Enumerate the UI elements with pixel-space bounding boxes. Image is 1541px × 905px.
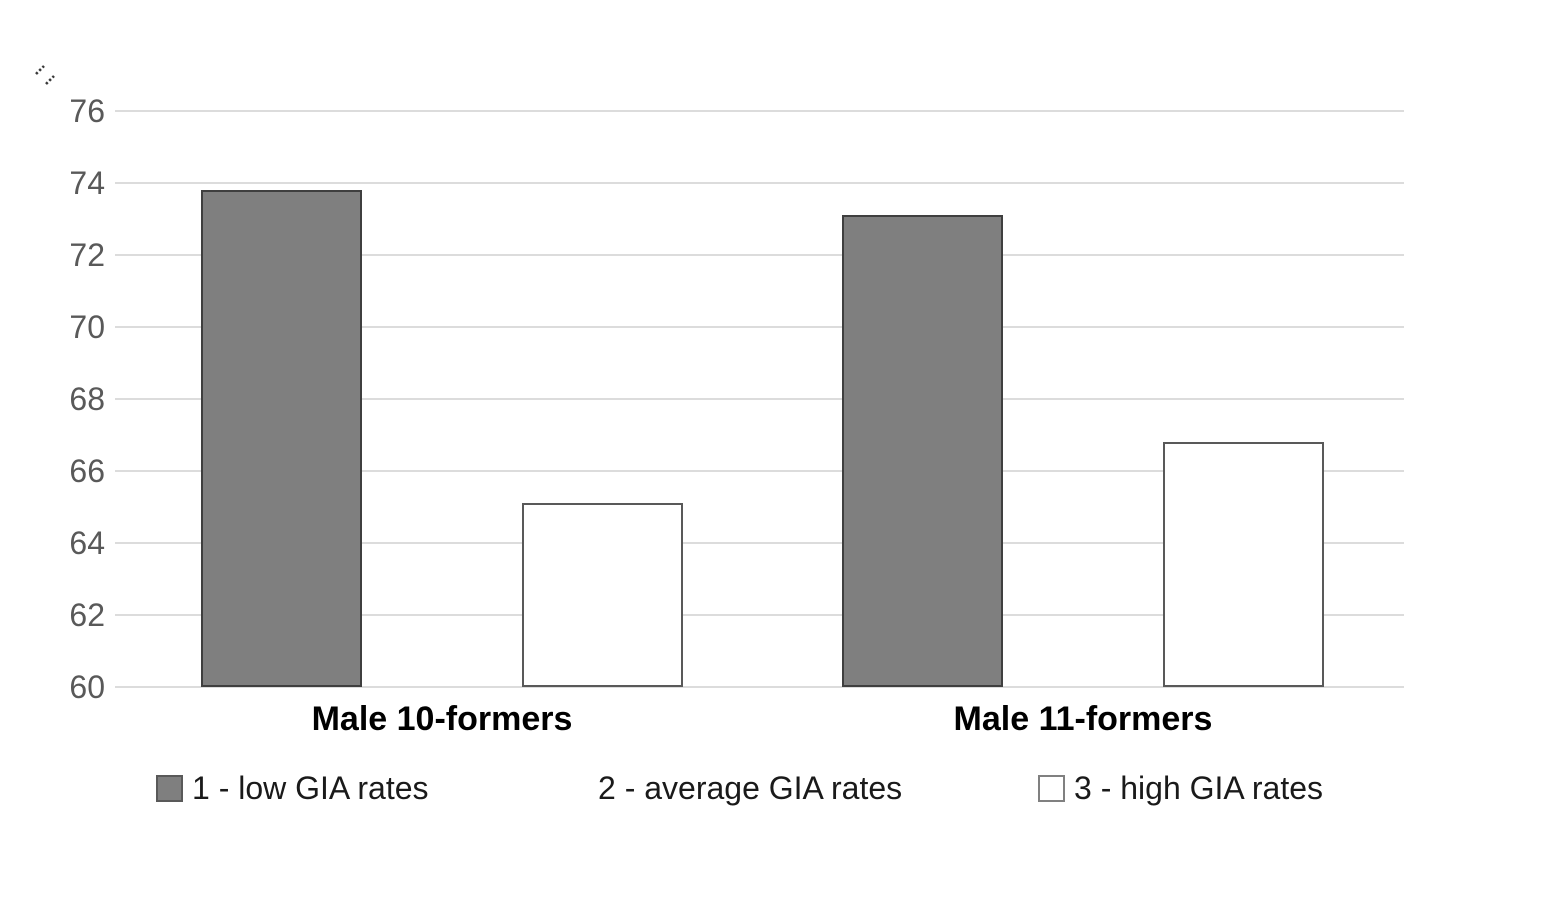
- gridline-70: [115, 326, 1404, 328]
- legend: 1 - low GIA rates 2 - average GIA rates …: [0, 764, 1541, 812]
- y-tick-label-72: 72: [69, 237, 105, 273]
- category-label-male-11-formers: Male 11-formers: [953, 700, 1213, 738]
- legend-swatch-low-gia-icon: [156, 774, 183, 802]
- legend-label-average-gia: 2 - average GIA rates: [598, 769, 903, 806]
- legend-label-low-gia: 1 - low GIA rates: [192, 769, 429, 806]
- y-tick-label-64: 64: [69, 525, 105, 561]
- y-tick-label-76: 76: [69, 93, 105, 129]
- gridline-68: [115, 398, 1404, 400]
- artifact-mark: [35, 65, 55, 85]
- bar-3-high-gia-rates-group2: [1163, 442, 1324, 687]
- gridline-74: [115, 182, 1404, 184]
- legend-item-low-gia: 1 - low GIA rates: [156, 764, 429, 812]
- legend-item-high-gia: 3 - high GIA rates: [1038, 764, 1323, 812]
- category-label-male-10-formers: Male 10-formers: [311, 700, 573, 738]
- bar-1-low-gia-rates-group2: [842, 215, 1003, 687]
- gridline-72: [115, 254, 1404, 256]
- legend-swatch-high-gia-icon: [1038, 774, 1065, 802]
- gridline-76: [115, 110, 1404, 112]
- gridline-64: [115, 542, 1404, 544]
- y-tick-label-66: 66: [69, 453, 105, 489]
- gridline-66: [115, 470, 1404, 472]
- gridline-62: [115, 614, 1404, 616]
- legend-item-average-gia: 2 - average GIA rates: [598, 764, 902, 812]
- y-tick-label-60: 60: [69, 669, 105, 705]
- bar-3-high-gia-rates-group1: [522, 503, 683, 687]
- bar-1-low-gia-rates-group1: [201, 190, 362, 687]
- y-tick-label-68: 68: [69, 381, 105, 417]
- y-tick-label-74: 74: [69, 165, 105, 201]
- y-tick-label-70: 70: [69, 309, 105, 345]
- legend-label-high-gia: 3 - high GIA rates: [1074, 769, 1324, 806]
- y-tick-label-62: 62: [69, 597, 105, 633]
- gridline-60: [115, 686, 1404, 688]
